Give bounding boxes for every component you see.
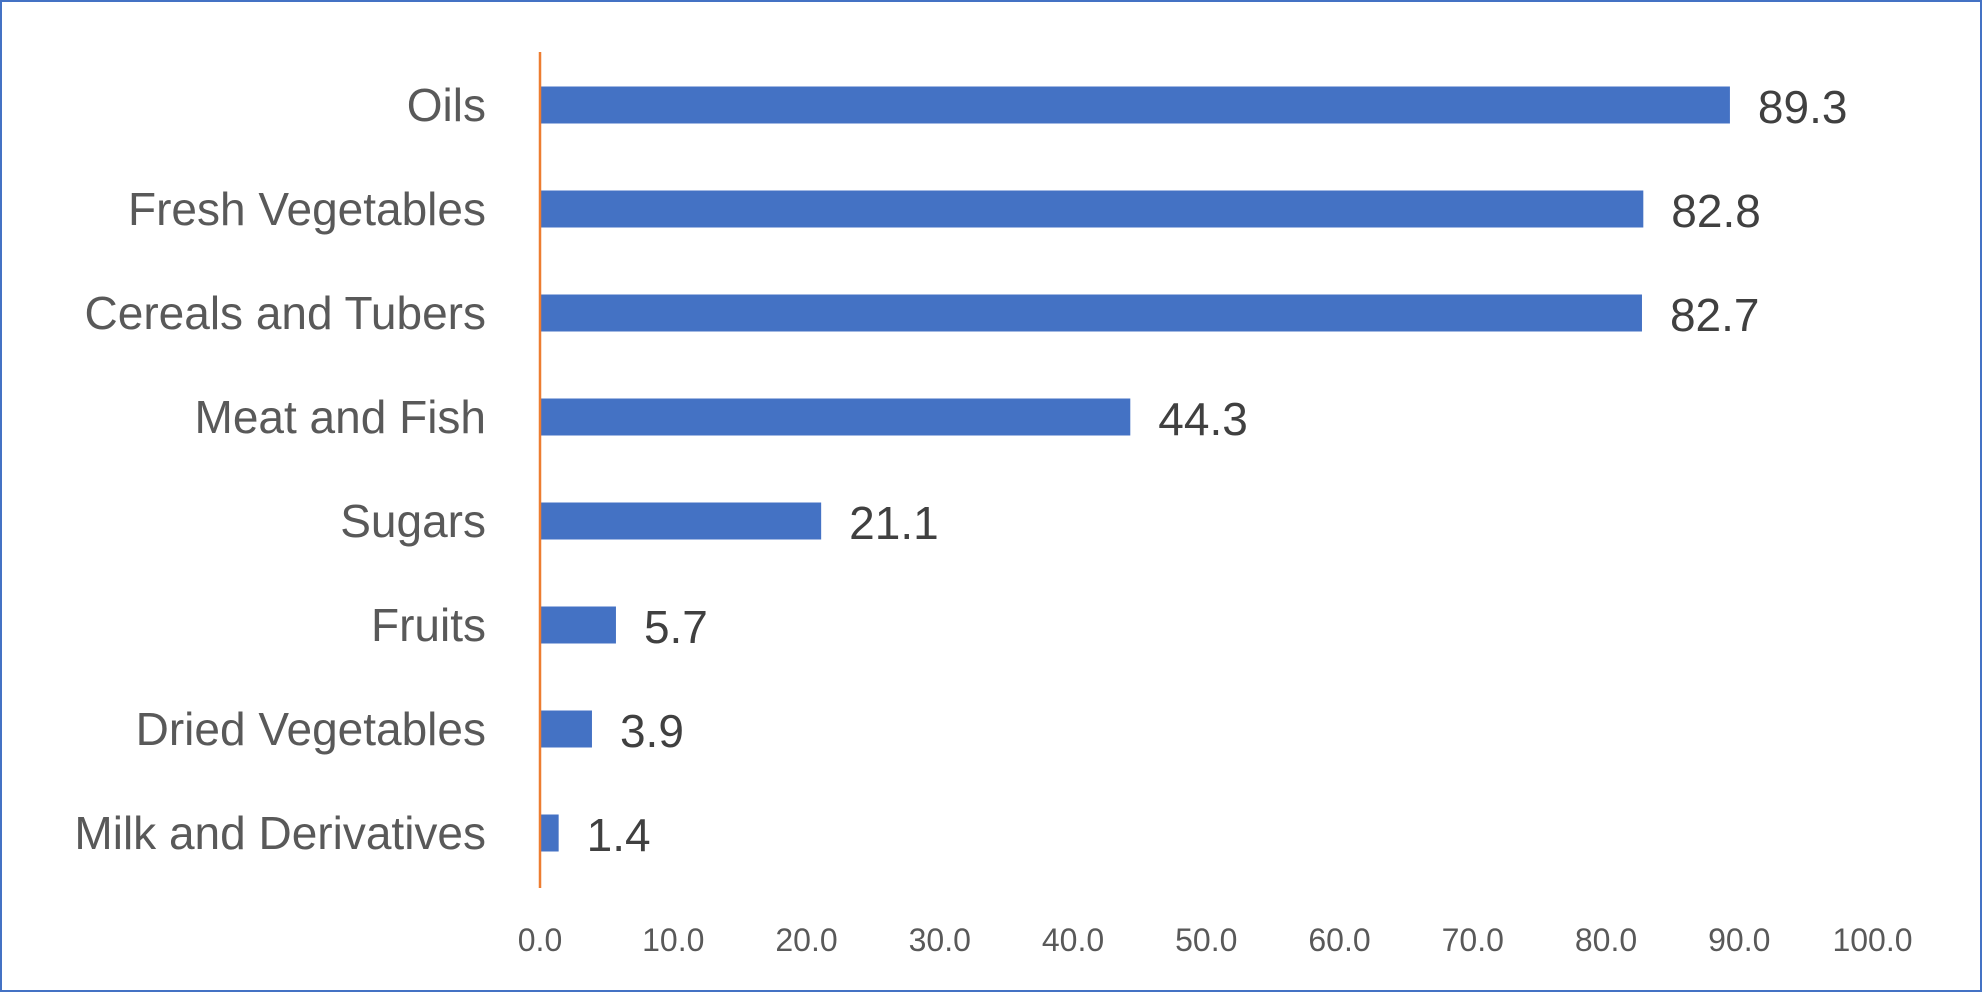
x-tick-label: 20.0 xyxy=(775,922,837,958)
x-tick-label: 30.0 xyxy=(909,922,971,958)
data-label-sugars: 21.1 xyxy=(849,497,939,549)
data-label-milk-and-derivatives: 1.4 xyxy=(587,809,651,861)
x-tick-label: 0.0 xyxy=(518,922,562,958)
category-label-fresh-vegetables: Fresh Vegetables xyxy=(128,183,486,235)
category-label-oils: Oils xyxy=(407,79,486,131)
bar-cereals-and-tubers xyxy=(540,294,1642,332)
bars-layer xyxy=(540,86,1730,852)
x-tick-label: 100.0 xyxy=(1832,922,1912,958)
x-tick-label: 60.0 xyxy=(1308,922,1370,958)
data-label-dried-vegetables: 3.9 xyxy=(620,705,684,757)
x-tick-label: 80.0 xyxy=(1575,922,1637,958)
bar-milk-and-derivatives xyxy=(540,814,559,852)
category-labels: Oils Fresh Vegetables Cereals and Tubers Me… xyxy=(74,79,486,859)
bar-dried-vegetables xyxy=(540,710,592,748)
category-label-meat-and-fish: Meat and Fish xyxy=(195,391,486,443)
bar-oils xyxy=(540,86,1730,124)
bar-fruits xyxy=(540,606,616,644)
data-label-meat-and-fish: 44.3 xyxy=(1158,393,1248,445)
category-label-sugars: Sugars xyxy=(340,495,486,547)
x-axis-tick-labels: 0.0 10.0 20.0 30.0 40.0 50.0 60.0 70.0 80.0 90.0 1… xyxy=(518,922,1913,958)
x-tick-label: 10.0 xyxy=(642,922,704,958)
x-tick-label: 90.0 xyxy=(1708,922,1770,958)
bar-meat-and-fish xyxy=(540,398,1131,436)
bar-fresh-vegetables xyxy=(540,190,1644,228)
bar-sugars xyxy=(540,502,822,540)
x-tick-label: 40.0 xyxy=(1042,922,1104,958)
data-label-oils: 89.3 xyxy=(1758,81,1848,133)
data-label-cereals-and-tubers: 82.7 xyxy=(1670,289,1760,341)
x-tick-label: 70.0 xyxy=(1442,922,1504,958)
category-label-cereals-and-tubers: Cereals and Tubers xyxy=(85,287,486,339)
data-labels: 89.3 82.8 82.7 44.3 21.1 5.7 3.9 1.4 xyxy=(587,81,1848,861)
data-label-fruits: 5.7 xyxy=(644,601,708,653)
category-label-milk-and-derivatives: Milk and Derivatives xyxy=(74,807,486,859)
category-label-fruits: Fruits xyxy=(371,599,486,651)
data-label-fresh-vegetables: 82.8 xyxy=(1671,185,1761,237)
category-label-dried-vegetables: Dried Vegetables xyxy=(136,703,486,755)
x-tick-label: 50.0 xyxy=(1175,922,1237,958)
